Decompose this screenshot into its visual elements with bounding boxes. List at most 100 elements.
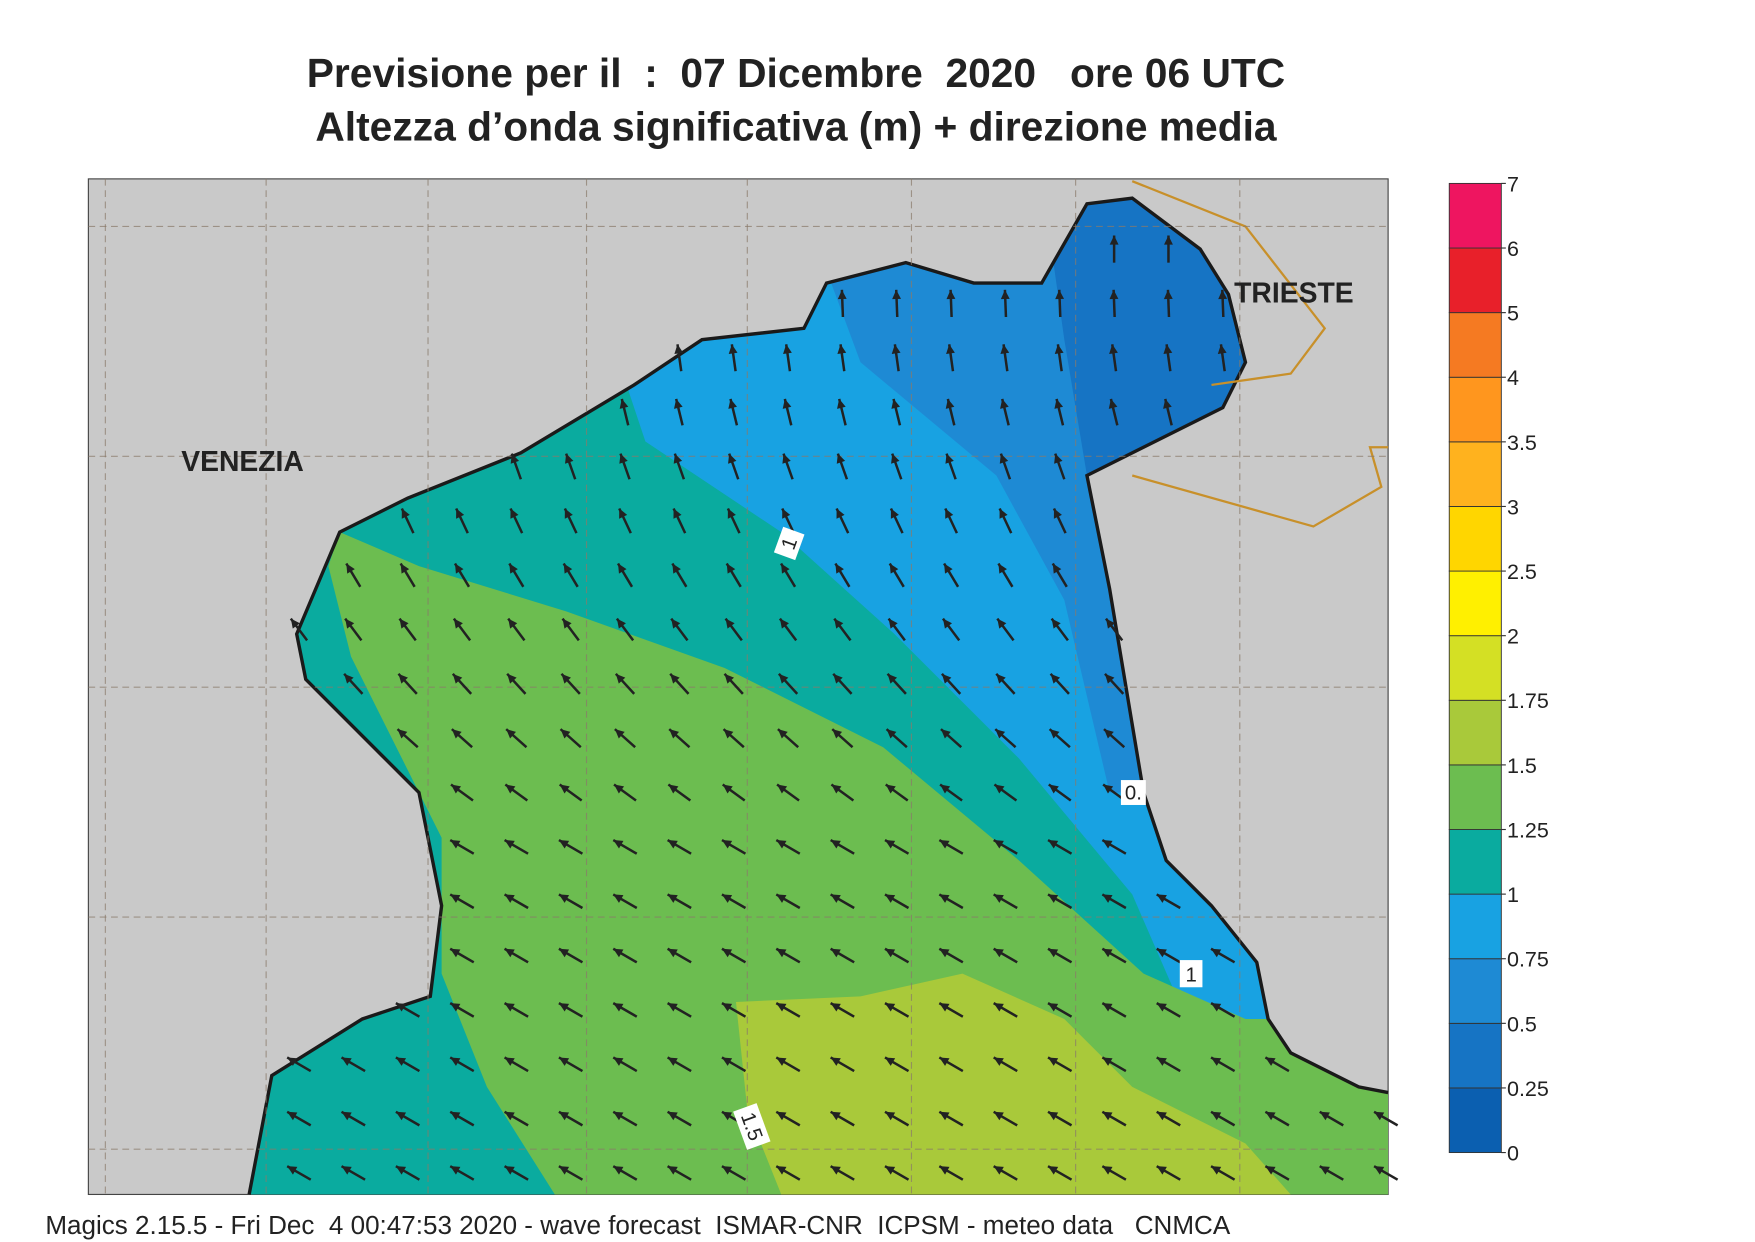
colorbar-segment (1448, 441, 1502, 507)
arrow-head (944, 563, 953, 574)
arrow-head (726, 563, 736, 574)
arrow-head (782, 398, 792, 409)
arrow-head (504, 1166, 515, 1175)
arrow-head (451, 729, 462, 739)
arrow-head (341, 1111, 352, 1121)
arrow-head (885, 840, 896, 849)
arrow-head (724, 673, 735, 684)
arrow-head (1048, 784, 1059, 794)
field-yellow-green (735, 973, 1291, 1195)
colorbar-label: 0.25 (1507, 1077, 1549, 1101)
field-green (328, 532, 1389, 1195)
arrow-head (673, 508, 682, 519)
arrow-head (994, 784, 1005, 794)
arrow-head (667, 1003, 678, 1012)
arrow-head (1052, 563, 1062, 574)
arrow-head (884, 1003, 896, 1012)
arrow-head (561, 673, 571, 684)
arrow-head (721, 1057, 733, 1066)
arrow-head (504, 1003, 515, 1012)
arrow-head (939, 1057, 950, 1066)
coastline (247, 196, 1389, 1195)
colorbar-segment (1448, 958, 1502, 1024)
arrow-head (728, 453, 737, 464)
arrow-head (993, 1166, 1004, 1175)
arrow-head (1156, 1111, 1167, 1121)
arrow-head (1156, 1057, 1167, 1066)
colorbar-label: 1.75 (1507, 689, 1549, 713)
arrow-head (830, 1057, 841, 1066)
arrow-head (1156, 1003, 1167, 1012)
arrow-head (674, 344, 684, 355)
arrow-head (674, 398, 683, 409)
arrow-head (510, 508, 519, 519)
arrow-head (400, 563, 410, 574)
arrow-head (884, 894, 896, 903)
colorbar-label: 0.5 (1507, 1012, 1537, 1036)
arrow-head (1102, 1003, 1113, 1012)
arrow-head (558, 1057, 570, 1066)
arrow-head (618, 563, 627, 574)
arrow-head (395, 1166, 407, 1175)
arrow-head (1102, 1111, 1113, 1121)
colorbar-label: 5 (1507, 302, 1519, 326)
arrow-head (941, 673, 952, 684)
arrow-head (1054, 453, 1063, 464)
colorbar-label: 0.75 (1507, 948, 1549, 972)
title-line: Previsione per il : 07 Dicembre 2020 ore… (307, 50, 1285, 96)
city-label: TRIESTE (1234, 276, 1354, 308)
arrow-head (891, 398, 901, 409)
arrow-head (287, 1111, 298, 1121)
arrow-head (776, 948, 787, 958)
arrow-head (1156, 894, 1167, 903)
arrow-head (1000, 344, 1010, 355)
arrow-head (995, 729, 1006, 739)
arrow-head (891, 453, 900, 464)
arrow-head (345, 618, 355, 629)
arrow-head (889, 563, 899, 574)
arrow-head (1055, 289, 1065, 300)
contour-label: 1 (773, 526, 805, 561)
arrow-head (1048, 894, 1059, 903)
arrow-head (890, 508, 899, 519)
arrow-head (888, 618, 898, 629)
arrow-head (613, 1111, 624, 1121)
arrow-head (831, 784, 842, 794)
arrow-head (287, 1166, 298, 1175)
arrow-head (450, 1003, 461, 1012)
arrow-head (1211, 1111, 1222, 1121)
contour-label: 1 (1179, 960, 1203, 988)
colorbar-label: 0 (1507, 1141, 1519, 1165)
arrow-head (450, 894, 461, 903)
arrow-head (781, 563, 790, 574)
arrow-head (776, 1166, 787, 1175)
arrow-head (833, 673, 843, 684)
arrow-head (456, 508, 465, 519)
colorbar-label: 2.5 (1507, 560, 1537, 584)
arrow-head (616, 618, 626, 629)
arrow-head (1048, 1111, 1059, 1121)
arrow-head (395, 1003, 407, 1012)
colorbar-label: 3 (1507, 495, 1519, 519)
arrow-head (945, 453, 954, 464)
arrow-head (672, 563, 681, 574)
arrow-head (945, 398, 955, 409)
arrow-head (1048, 840, 1059, 849)
colorbar-label: 4 (1507, 366, 1519, 390)
label-box (773, 526, 805, 561)
arrow-head (776, 1003, 787, 1012)
arrow-head (504, 948, 515, 958)
colorbar-label: 2 (1507, 625, 1519, 649)
arrow-head (1374, 1166, 1385, 1175)
arrow-head (1051, 618, 1061, 629)
city-label: VENEZIA (181, 445, 304, 477)
arrow-head (1049, 729, 1060, 739)
arrow-head (727, 508, 736, 519)
arrow-head (1164, 235, 1173, 245)
arrow-head (671, 618, 681, 629)
colorbar-segment (1448, 635, 1502, 701)
arrow-head (830, 1003, 841, 1012)
arrow-head (1102, 894, 1113, 903)
arrow-head (455, 563, 464, 574)
